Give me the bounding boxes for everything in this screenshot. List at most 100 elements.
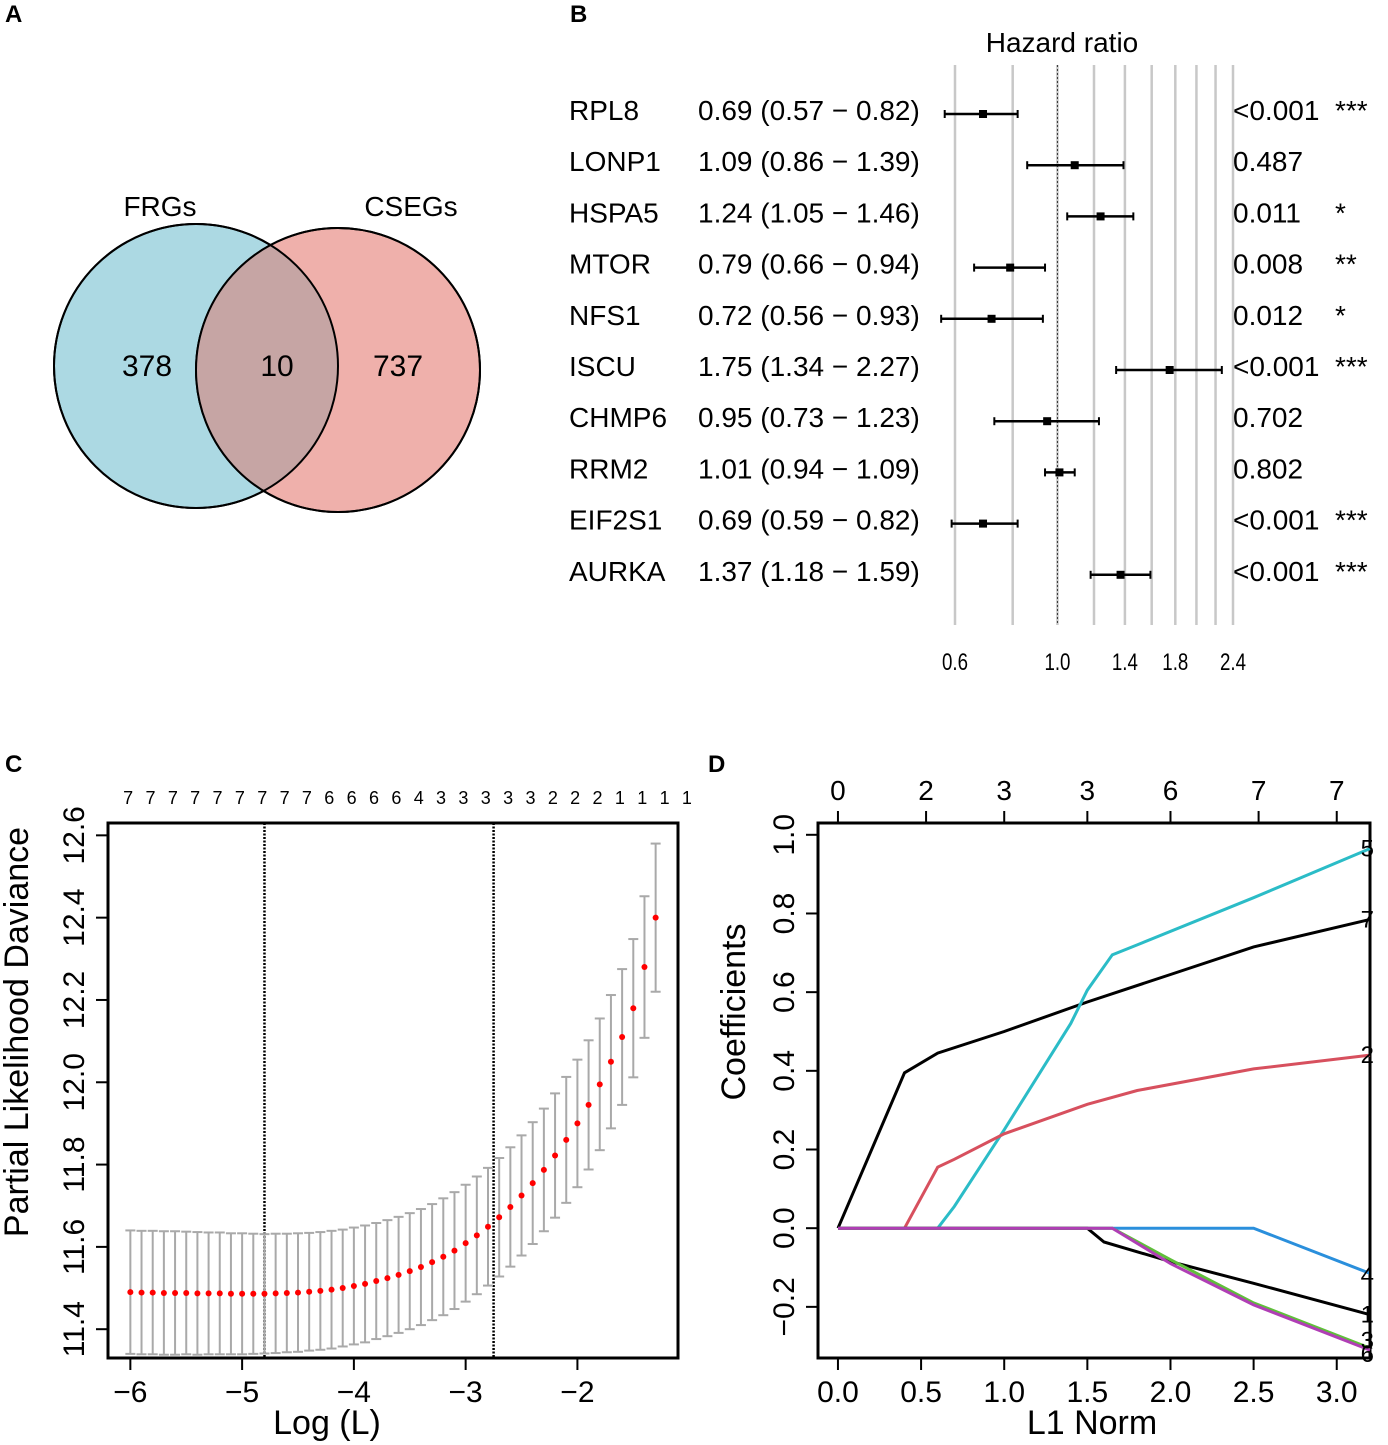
cv-y-tick-label: 12.6 xyxy=(58,806,91,864)
cv-top-count: 7 xyxy=(190,788,200,808)
forest-significance: *** xyxy=(1335,95,1368,126)
cv-point-group xyxy=(136,1229,147,1356)
cv-point xyxy=(239,1290,246,1297)
forest-row: CHMP6 0.95 (0.73 − 1.23) 0.702 xyxy=(569,402,1303,433)
cv-point-group xyxy=(471,1175,482,1296)
cv-point xyxy=(295,1289,301,1296)
cv-point-group xyxy=(594,1017,605,1152)
coef-top-tick-label: 7 xyxy=(1329,775,1345,806)
forest-x-axis: 0.6 1.0 1.4 1.8 2.4 xyxy=(942,649,1246,676)
panel-d-letter: D xyxy=(708,751,725,778)
forest-row: AURKA 1.37 (1.18 − 1.59) <0.001 *** xyxy=(569,556,1368,587)
panel-b-forest: B Hazard ratio RPL8 0.69 (0.57 − 0.82) <0.… xyxy=(569,1,1368,676)
cv-point xyxy=(641,964,648,971)
cv-point xyxy=(406,1268,413,1275)
cv-top-count: 1 xyxy=(637,788,647,808)
cv-point xyxy=(563,1136,570,1143)
forest-gene-label: RPL8 xyxy=(569,95,639,126)
cv-x-tick-label: −4 xyxy=(337,1376,371,1409)
coef-path-2 xyxy=(903,1053,1371,1229)
forest-row: MTOR 0.79 (0.66 − 0.94) 0.008 ** xyxy=(569,249,1357,280)
coef-x-tick-label: 1.5 xyxy=(1066,1376,1108,1409)
cv-point-group xyxy=(337,1228,348,1348)
cv-point xyxy=(172,1289,179,1296)
forest-gene-label: CHMP6 xyxy=(569,402,667,433)
cv-point xyxy=(507,1203,514,1210)
coef-x-tick-label: 0.5 xyxy=(900,1376,942,1409)
cv-point xyxy=(496,1214,503,1221)
panel-a-venn: A FRGs CSEGs 378 10 737 xyxy=(5,1,481,513)
cv-top-count: 7 xyxy=(302,788,312,808)
cv-point-group xyxy=(483,1166,493,1287)
forest-row: RRM2 1.01 (0.94 − 1.09) 0.802 xyxy=(569,453,1303,484)
cv-point-group xyxy=(158,1230,169,1356)
frgs-label: FRGs xyxy=(123,191,196,222)
cv-point-group xyxy=(259,1233,270,1355)
coef-top-tick-label: 6 xyxy=(1163,775,1179,806)
cv-point xyxy=(149,1289,156,1296)
cv-point-group xyxy=(628,938,639,1079)
forest-significance: ** xyxy=(1335,249,1357,280)
forest-significance: *** xyxy=(1335,351,1368,382)
forest-tick-label: 1.4 xyxy=(1112,649,1138,676)
cv-point xyxy=(138,1289,145,1296)
forest-significance: * xyxy=(1335,300,1346,331)
cv-x-tick-label: −6 xyxy=(113,1376,147,1409)
cv-point-group xyxy=(181,1230,192,1356)
forest-row: EIF2S1 0.69 (0.59 − 0.82) <0.001 *** xyxy=(569,505,1368,536)
cv-point xyxy=(127,1289,134,1296)
forest-gene-label: AURKA xyxy=(569,556,666,587)
cv-top-count: 7 xyxy=(213,788,223,808)
forest-hr-ci-label: 0.69 (0.59 − 0.82) xyxy=(698,505,920,536)
forest-tick-label: 2.4 xyxy=(1220,649,1246,676)
forest-hr-ci-label: 1.37 (1.18 − 1.59) xyxy=(698,556,920,587)
forest-hr-ci-label: 1.01 (0.94 − 1.09) xyxy=(698,453,920,484)
cv-point xyxy=(574,1120,581,1127)
cv-point xyxy=(160,1289,167,1296)
cv-x-tick-label: −5 xyxy=(225,1376,259,1409)
cv-top-count: 3 xyxy=(458,788,468,808)
cv-point xyxy=(350,1282,357,1289)
cv-point xyxy=(328,1286,335,1293)
forest-gene-label: HSPA5 xyxy=(569,197,659,228)
coef-path-5 xyxy=(936,847,1371,1230)
cv-point-group xyxy=(170,1230,181,1356)
coef-end-label: 5 xyxy=(1361,836,1374,863)
coef-top-tick-label: 2 xyxy=(918,775,934,806)
forest-gene-label: RRM2 xyxy=(569,453,648,484)
forest-hr-point xyxy=(987,314,996,323)
coef-y-tick-label: 0.4 xyxy=(768,1050,801,1092)
cv-point-group xyxy=(203,1231,214,1356)
forest-gridlines xyxy=(953,65,1235,625)
coef-top-tick-label: 3 xyxy=(1080,775,1096,806)
cv-point xyxy=(540,1166,547,1173)
forest-p-value: <0.001 xyxy=(1233,505,1319,536)
cv-top-count: 7 xyxy=(123,788,133,808)
cv-top-count: 7 xyxy=(257,788,267,808)
forest-title: Hazard ratio xyxy=(986,27,1139,58)
cv-point xyxy=(440,1253,447,1260)
coef-y-tick-label: 1.0 xyxy=(768,814,801,856)
panel-c-letter: C xyxy=(5,751,22,778)
cv-point xyxy=(216,1290,223,1297)
cv-point xyxy=(205,1290,212,1297)
forest-gene-label: LONP1 xyxy=(569,146,661,177)
cv-point-group xyxy=(415,1208,426,1327)
cv-x-tick-label: −2 xyxy=(560,1376,594,1409)
cv-point xyxy=(306,1288,313,1295)
cv-point-group xyxy=(192,1231,203,1356)
forest-hr-point xyxy=(1116,570,1125,579)
cv-point-group xyxy=(382,1219,393,1338)
cv-top-count: 6 xyxy=(369,788,379,808)
cv-point-group xyxy=(505,1146,516,1268)
forest-p-value: <0.001 xyxy=(1233,95,1319,126)
coef-path-7 xyxy=(836,917,1371,1229)
cv-point-group xyxy=(393,1215,404,1334)
cv-point xyxy=(607,1058,614,1065)
cv-point xyxy=(384,1275,391,1282)
cv-y-label: Partial Likelihood Daviance xyxy=(0,827,36,1237)
coef-x-tick-label: 2.0 xyxy=(1150,1376,1192,1409)
forest-p-value: 0.802 xyxy=(1233,453,1303,484)
coef-end-label: 1 xyxy=(1361,1302,1374,1329)
cv-plot-area: −6 −5 −4 −3 −211.411.611.812.012.212.412.67 7… xyxy=(58,788,692,1409)
